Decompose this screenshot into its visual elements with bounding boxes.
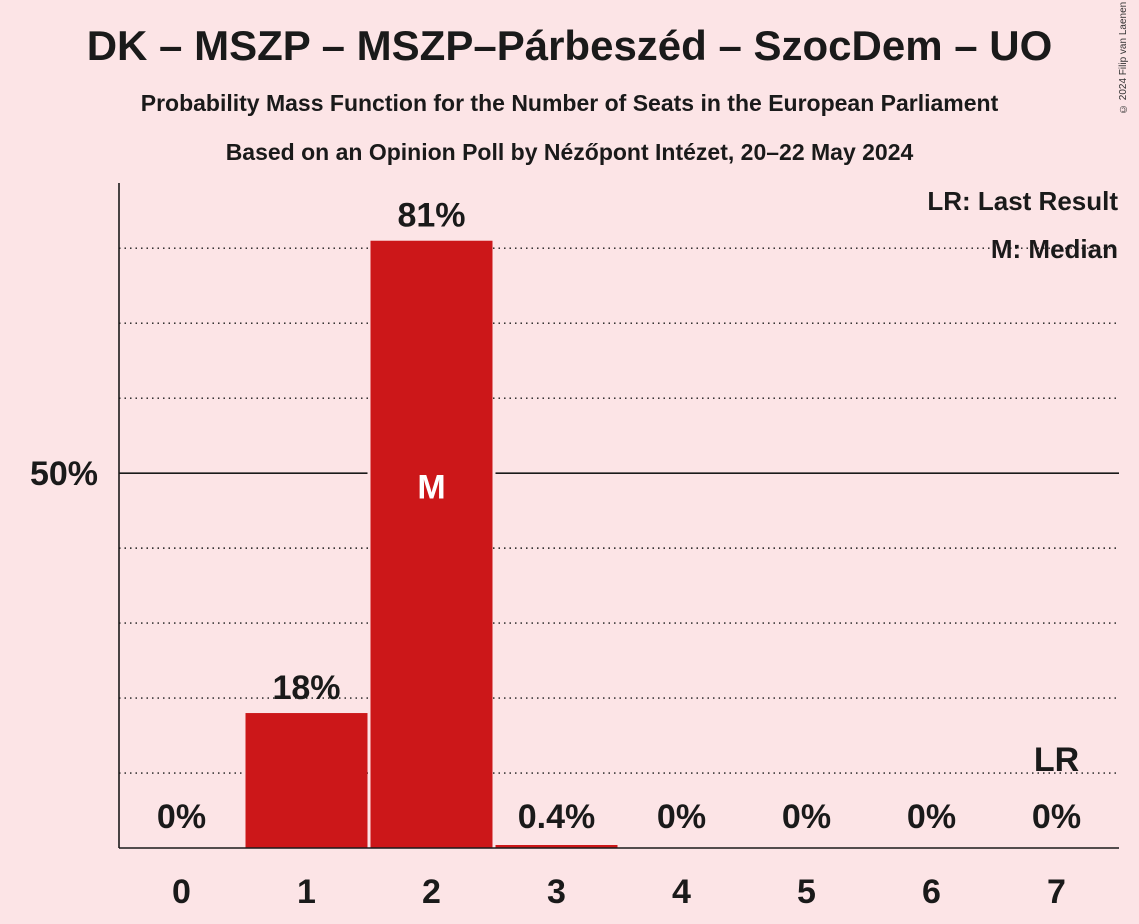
chart-title: DK – MSZP – MSZP–Párbeszéd – SzocDem – U… [86,22,1053,69]
gridlines [119,247,1119,774]
bar-gap-right [492,471,496,475]
x-tick-label: 4 [672,873,691,911]
x-tick-label: 5 [797,873,816,911]
data-label: 0.4% [518,798,596,836]
data-label: 0% [907,798,956,836]
median-marker: M [417,468,445,506]
y-tick-label: 50% [30,455,98,493]
labels: 50% 0 1 2 3 4 5 6 7 0% 18% 81% 0.4% 0% 0% 0% 0% M LR LR: La… [30,186,1118,911]
bar-gap-left [367,471,371,475]
x-tick-label: 2 [422,873,441,911]
axes [118,183,1119,849]
bar-seats-2 [370,240,493,849]
x-tick-label: 3 [547,873,566,911]
data-label: 0% [1032,798,1081,836]
x-tick-label: 0 [172,873,191,911]
bars [245,240,618,849]
x-tick-label: 6 [922,873,941,911]
x-tick-label: 7 [1047,873,1066,911]
x-tick-label: 1 [297,873,316,911]
data-label: 0% [657,798,706,836]
last-result-marker: LR [1034,741,1079,779]
legend-item: LR: Last Result [927,186,1118,216]
data-label: 81% [397,197,465,235]
data-label: 0% [157,798,206,836]
legend-item: M: Median [991,234,1118,264]
bar-seats-1 [245,713,368,848]
chart-subtitle-poll: Based on an Opinion Poll by Nézőpont Int… [225,139,914,165]
chart-subtitle: Probability Mass Function for the Number… [140,90,999,116]
data-label: 0% [782,798,831,836]
data-label: 18% [272,669,340,707]
bar-seats-3 [495,845,618,848]
